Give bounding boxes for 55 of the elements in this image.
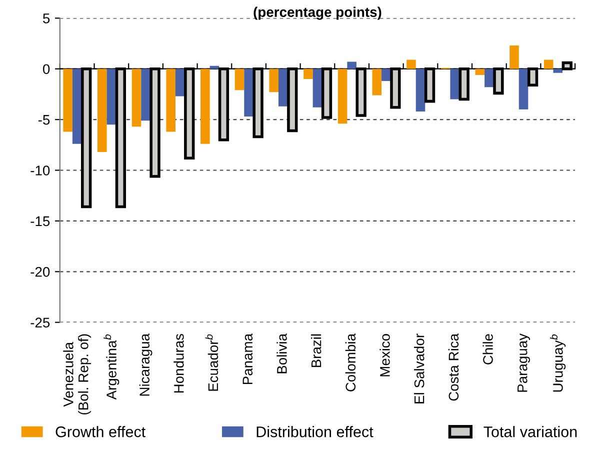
- x-tick-label: Venezuela (Bol. Rep. of): [63, 334, 92, 414]
- bar: [175, 68, 185, 96]
- bar: [132, 68, 142, 127]
- x-tick-label: Uruguay$^{b}$: [550, 334, 566, 392]
- x-tick-label: Paraguay: [518, 333, 530, 392]
- legend-label: Total variation: [484, 426, 577, 438]
- bar: [510, 46, 519, 69]
- bar: [416, 68, 426, 112]
- bar: [406, 60, 416, 69]
- bar: [338, 68, 348, 124]
- y-tick-label: -5: [38, 115, 50, 125]
- bar: [72, 68, 82, 144]
- bar: [244, 68, 254, 117]
- bar: [553, 68, 563, 73]
- x-tick-label: Honduras: [174, 334, 184, 393]
- y-tick-label: 5: [43, 14, 50, 24]
- y-tick-label: -20: [30, 266, 50, 277]
- bar: [304, 68, 313, 79]
- x-tick-label: Mexico: [380, 334, 390, 376]
- bar: [98, 68, 107, 152]
- x-tick-label: Colombia: [345, 333, 356, 392]
- bar: [106, 68, 116, 125]
- bar: [141, 68, 150, 121]
- y-tick-label: -15: [30, 216, 50, 226]
- x-tick-label: Argentina$^{b}$: [104, 334, 120, 400]
- bar: [347, 62, 356, 69]
- bar: [269, 68, 278, 92]
- y-tick-label: -25: [30, 318, 50, 328]
- bar: [382, 68, 391, 82]
- bar: [544, 60, 554, 69]
- bar: [372, 68, 382, 96]
- bar: [278, 68, 288, 106]
- bar: [210, 66, 220, 69]
- y-tick-label: -10: [30, 166, 50, 176]
- y-tick-label: 0: [42, 64, 50, 74]
- x-tick-label: Chile: [482, 334, 493, 364]
- x-tick-label: El Salvador: [414, 334, 424, 404]
- bar: [484, 68, 494, 88]
- x-tick-label: Panama: [242, 333, 253, 384]
- bar: [234, 68, 244, 90]
- x-tick-label: Brazil: [310, 334, 322, 368]
- chart-title: (percentage points): [254, 6, 382, 20]
- legend-label: Distribution effect: [256, 426, 374, 438]
- bar: [518, 68, 528, 110]
- x-tick-label: Nicaragua: [139, 333, 152, 396]
- bar: [312, 68, 322, 108]
- x-tick-label: Ecuador$^{b}$: [205, 334, 218, 391]
- bar: [475, 68, 485, 75]
- x-tick-label: Bolivia: [276, 333, 287, 374]
- bar: [200, 68, 210, 144]
- x-tick-label: Costa Rica: [448, 333, 459, 401]
- bar: [63, 68, 72, 132]
- legend-label: Growth effect: [56, 426, 146, 438]
- bar: [166, 68, 176, 132]
- bar: [450, 68, 460, 100]
